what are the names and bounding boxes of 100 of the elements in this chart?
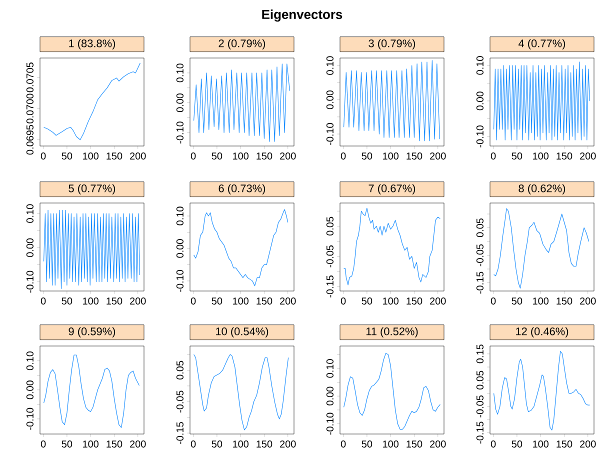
x-tick-label: 100 <box>383 298 399 305</box>
line-series <box>343 208 441 286</box>
y-tick-label: 0.10 <box>326 359 334 378</box>
y-tick-label: 0.05 <box>476 370 484 390</box>
x-tick-label: 150 <box>256 440 272 448</box>
x-tick-label: 150 <box>106 440 122 448</box>
y-tick-label: 0.00 <box>26 380 34 400</box>
x-tick-label: 50 <box>62 440 72 448</box>
line-series <box>493 62 590 140</box>
y-tick-label: -0.10 <box>176 270 184 292</box>
y-tick-label: 0.10 <box>176 206 184 226</box>
x-tick-label: 0 <box>340 152 346 160</box>
y-tick-label: 0.0700 <box>26 94 34 124</box>
y-tick-label: -0.15 <box>476 422 484 444</box>
x-tick-label: 50 <box>362 298 372 305</box>
x-tick-label: 200 <box>580 298 596 305</box>
x-tick-label: 150 <box>406 298 422 305</box>
x-tick-label: 200 <box>580 440 596 448</box>
chart-title: 2 (0.79%) <box>218 39 266 50</box>
x-tick-label: 100 <box>533 152 549 160</box>
x-tick-label: 50 <box>212 440 222 448</box>
x-tick-label: 100 <box>383 152 399 160</box>
x-tick-label: 0 <box>490 152 496 160</box>
x-tick-label: 100 <box>233 440 249 448</box>
x-tick-label: 200 <box>280 152 296 160</box>
x-tick-label: 200 <box>430 152 446 160</box>
y-tick-label: 0.05 <box>326 216 334 236</box>
x-tick-label: 100 <box>83 152 99 160</box>
x-tick-label: 0 <box>40 298 46 305</box>
y-tick-label: -0.05 <box>326 245 334 268</box>
x-tick-label: 0 <box>190 440 196 448</box>
y-tick-label: 0.00 <box>26 238 34 257</box>
y-tick-label: 0.10 <box>476 56 484 75</box>
x-tick-label: 150 <box>256 298 272 305</box>
text: Eigenvectors <box>262 10 342 22</box>
x-tick-label: 150 <box>106 152 122 160</box>
x-tick-label: 50 <box>512 298 522 305</box>
y-tick-label: -0.05 <box>176 390 184 413</box>
chart-title: 10 (0.54%) <box>216 327 268 338</box>
x-tick-label: 50 <box>212 152 222 160</box>
y-tick-label: -0.05 <box>476 395 484 418</box>
x-tick-label: 200 <box>430 298 446 305</box>
x-tick-label: 100 <box>383 440 399 448</box>
chart-title: 4 (0.77%) <box>518 39 566 50</box>
x-tick-label: 200 <box>130 152 146 160</box>
y-tick-label: 0.05 <box>176 360 184 380</box>
x-tick-label: 50 <box>362 152 372 160</box>
chart-title: 8 (0.62%) <box>518 184 566 194</box>
x-tick-label: 100 <box>83 440 99 448</box>
chart-title: 5 (0.77%) <box>68 184 116 194</box>
x-tick-label: 200 <box>280 298 296 305</box>
y-tick-label: 0.0705 <box>26 62 34 92</box>
x-tick-label: 200 <box>130 440 146 448</box>
x-tick-label: 100 <box>533 440 549 448</box>
x-tick-label: 0 <box>340 440 346 448</box>
y-tick-label: 0.00 <box>176 239 184 258</box>
x-tick-label: 0 <box>340 298 346 305</box>
x-tick-label: 200 <box>430 440 446 448</box>
x-tick-label: 150 <box>106 298 122 305</box>
y-tick-label: -0.10 <box>26 270 34 293</box>
y-tick-label: 0.00 <box>476 92 484 110</box>
x-tick-label: 0 <box>490 440 496 448</box>
y-tick-label: -0.10 <box>176 122 184 144</box>
y-tick-label: 0.00 <box>176 93 184 112</box>
y-tick-label: -0.10 <box>326 123 334 145</box>
y-tick-label: 0.0695 <box>26 124 34 155</box>
x-tick-label: 0 <box>40 152 46 160</box>
line-series <box>43 62 141 140</box>
x-tick-label: 150 <box>556 298 572 305</box>
y-tick-label: 0.05 <box>476 218 484 238</box>
y-tick-label: -0.15 <box>176 422 184 444</box>
y-tick-label: -0.10 <box>326 412 334 435</box>
y-tick-label: -0.10 <box>26 408 34 430</box>
x-tick-label: 50 <box>212 298 222 305</box>
y-tick-label: 0.15 <box>476 344 484 364</box>
x-tick-label: 150 <box>406 440 422 448</box>
line-series <box>343 60 440 142</box>
y-tick-label: 0.10 <box>26 204 34 223</box>
x-tick-label: 100 <box>83 298 99 305</box>
x-tick-label: 200 <box>580 152 596 160</box>
chart-title: 9 (0.59%) <box>68 327 116 338</box>
x-tick-label: 150 <box>556 152 572 160</box>
line-series <box>43 210 140 289</box>
chart-title: 3 (0.79%) <box>368 39 416 50</box>
y-tick-label: -0.10 <box>476 125 484 148</box>
x-tick-label: 100 <box>233 152 249 160</box>
y-tick-label: -0.15 <box>326 276 334 298</box>
x-tick-label: 50 <box>62 298 72 305</box>
chart-title: 6 (0.73%) <box>218 184 266 194</box>
y-tick-label: -0.05 <box>476 244 484 266</box>
chart-title: 11 (0.52%) <box>366 327 418 338</box>
x-tick-label: 50 <box>62 152 72 160</box>
y-tick-label: 0.10 <box>176 64 184 82</box>
x-tick-label: 150 <box>406 152 422 160</box>
x-tick-label: 0 <box>190 298 196 305</box>
x-tick-label: 150 <box>556 440 572 448</box>
y-tick-label: -0.15 <box>476 272 484 294</box>
x-tick-label: 50 <box>512 440 522 448</box>
x-tick-label: 0 <box>40 440 46 448</box>
x-tick-label: 100 <box>233 298 249 305</box>
